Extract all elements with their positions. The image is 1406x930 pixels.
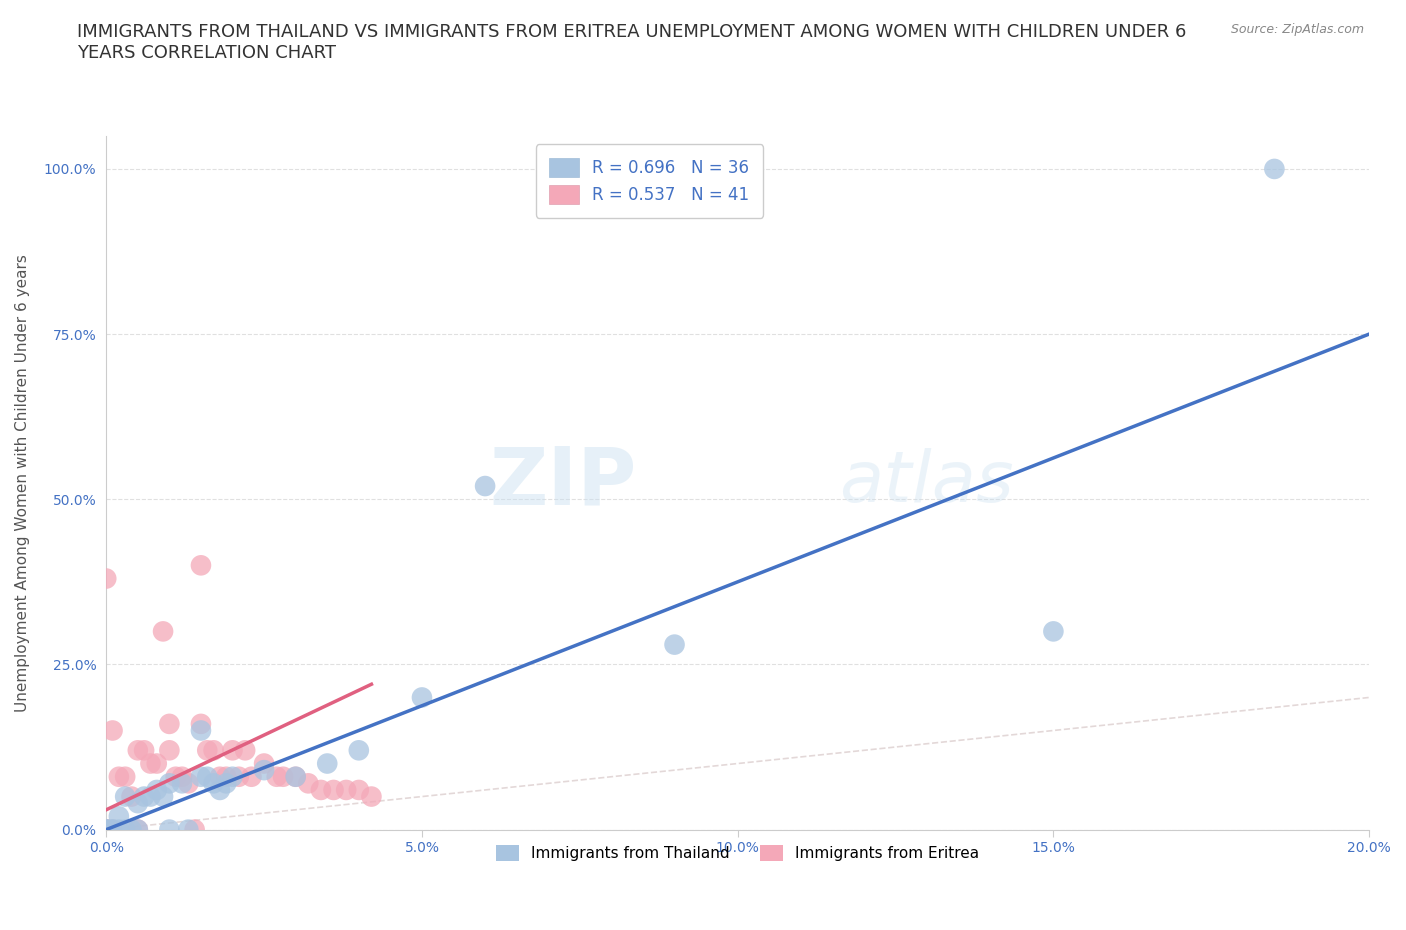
- Point: [190, 723, 212, 737]
- Point: [134, 790, 156, 804]
- Point: [240, 769, 263, 784]
- Point: [96, 822, 118, 837]
- Point: [108, 809, 131, 824]
- Point: [253, 756, 276, 771]
- Point: [157, 716, 180, 731]
- Point: [297, 776, 319, 790]
- Point: [271, 769, 294, 784]
- Point: [157, 743, 180, 758]
- Point: [157, 822, 180, 837]
- Point: [101, 822, 124, 837]
- Point: [208, 782, 231, 797]
- Point: [284, 769, 307, 784]
- Point: [309, 782, 332, 797]
- Point: [195, 769, 218, 784]
- Point: [221, 769, 243, 784]
- Point: [127, 822, 149, 837]
- Point: [127, 743, 149, 758]
- Point: [170, 769, 193, 784]
- Point: [322, 782, 344, 797]
- Point: [170, 776, 193, 790]
- Point: [190, 558, 212, 573]
- Text: Source: ZipAtlas.com: Source: ZipAtlas.com: [1230, 23, 1364, 36]
- Point: [221, 743, 243, 758]
- Point: [96, 822, 118, 837]
- Point: [202, 776, 225, 790]
- Point: [96, 822, 118, 837]
- Point: [96, 822, 118, 837]
- Point: [411, 690, 433, 705]
- Point: [108, 769, 131, 784]
- Point: [101, 822, 124, 837]
- Point: [108, 822, 131, 837]
- Point: [134, 743, 156, 758]
- Point: [190, 716, 212, 731]
- Point: [1263, 162, 1285, 177]
- Point: [316, 756, 339, 771]
- Point: [114, 790, 136, 804]
- Point: [233, 743, 256, 758]
- Point: [121, 822, 143, 837]
- Point: [177, 822, 200, 837]
- Point: [114, 822, 136, 837]
- Point: [228, 769, 250, 784]
- Y-axis label: Unemployment Among Women with Children Under 6 years: Unemployment Among Women with Children U…: [15, 254, 30, 711]
- Point: [145, 756, 167, 771]
- Point: [96, 822, 118, 837]
- Point: [157, 776, 180, 790]
- Point: [195, 743, 218, 758]
- Point: [96, 571, 118, 586]
- Point: [347, 782, 370, 797]
- Point: [127, 822, 149, 837]
- Point: [208, 769, 231, 784]
- Point: [152, 624, 174, 639]
- Text: ZIP: ZIP: [489, 444, 637, 522]
- Point: [139, 756, 162, 771]
- Point: [165, 769, 187, 784]
- Point: [347, 743, 370, 758]
- Point: [145, 782, 167, 797]
- Legend: Immigrants from Thailand, Immigrants from Eritrea: Immigrants from Thailand, Immigrants fro…: [489, 839, 986, 867]
- Point: [101, 822, 124, 837]
- Point: [215, 776, 238, 790]
- Point: [266, 769, 288, 784]
- Point: [190, 769, 212, 784]
- Point: [360, 790, 382, 804]
- Point: [335, 782, 357, 797]
- Text: atlas: atlas: [839, 448, 1014, 517]
- Point: [284, 769, 307, 784]
- Point: [139, 790, 162, 804]
- Point: [215, 769, 238, 784]
- Point: [114, 769, 136, 784]
- Point: [474, 479, 496, 494]
- Point: [152, 790, 174, 804]
- Point: [1042, 624, 1064, 639]
- Point: [253, 763, 276, 777]
- Point: [202, 743, 225, 758]
- Point: [96, 822, 118, 837]
- Point: [101, 723, 124, 737]
- Point: [664, 637, 686, 652]
- Point: [121, 790, 143, 804]
- Text: IMMIGRANTS FROM THAILAND VS IMMIGRANTS FROM ERITREA UNEMPLOYMENT AMONG WOMEN WIT: IMMIGRANTS FROM THAILAND VS IMMIGRANTS F…: [77, 23, 1187, 62]
- Point: [177, 776, 200, 790]
- Point: [127, 796, 149, 811]
- Point: [183, 822, 205, 837]
